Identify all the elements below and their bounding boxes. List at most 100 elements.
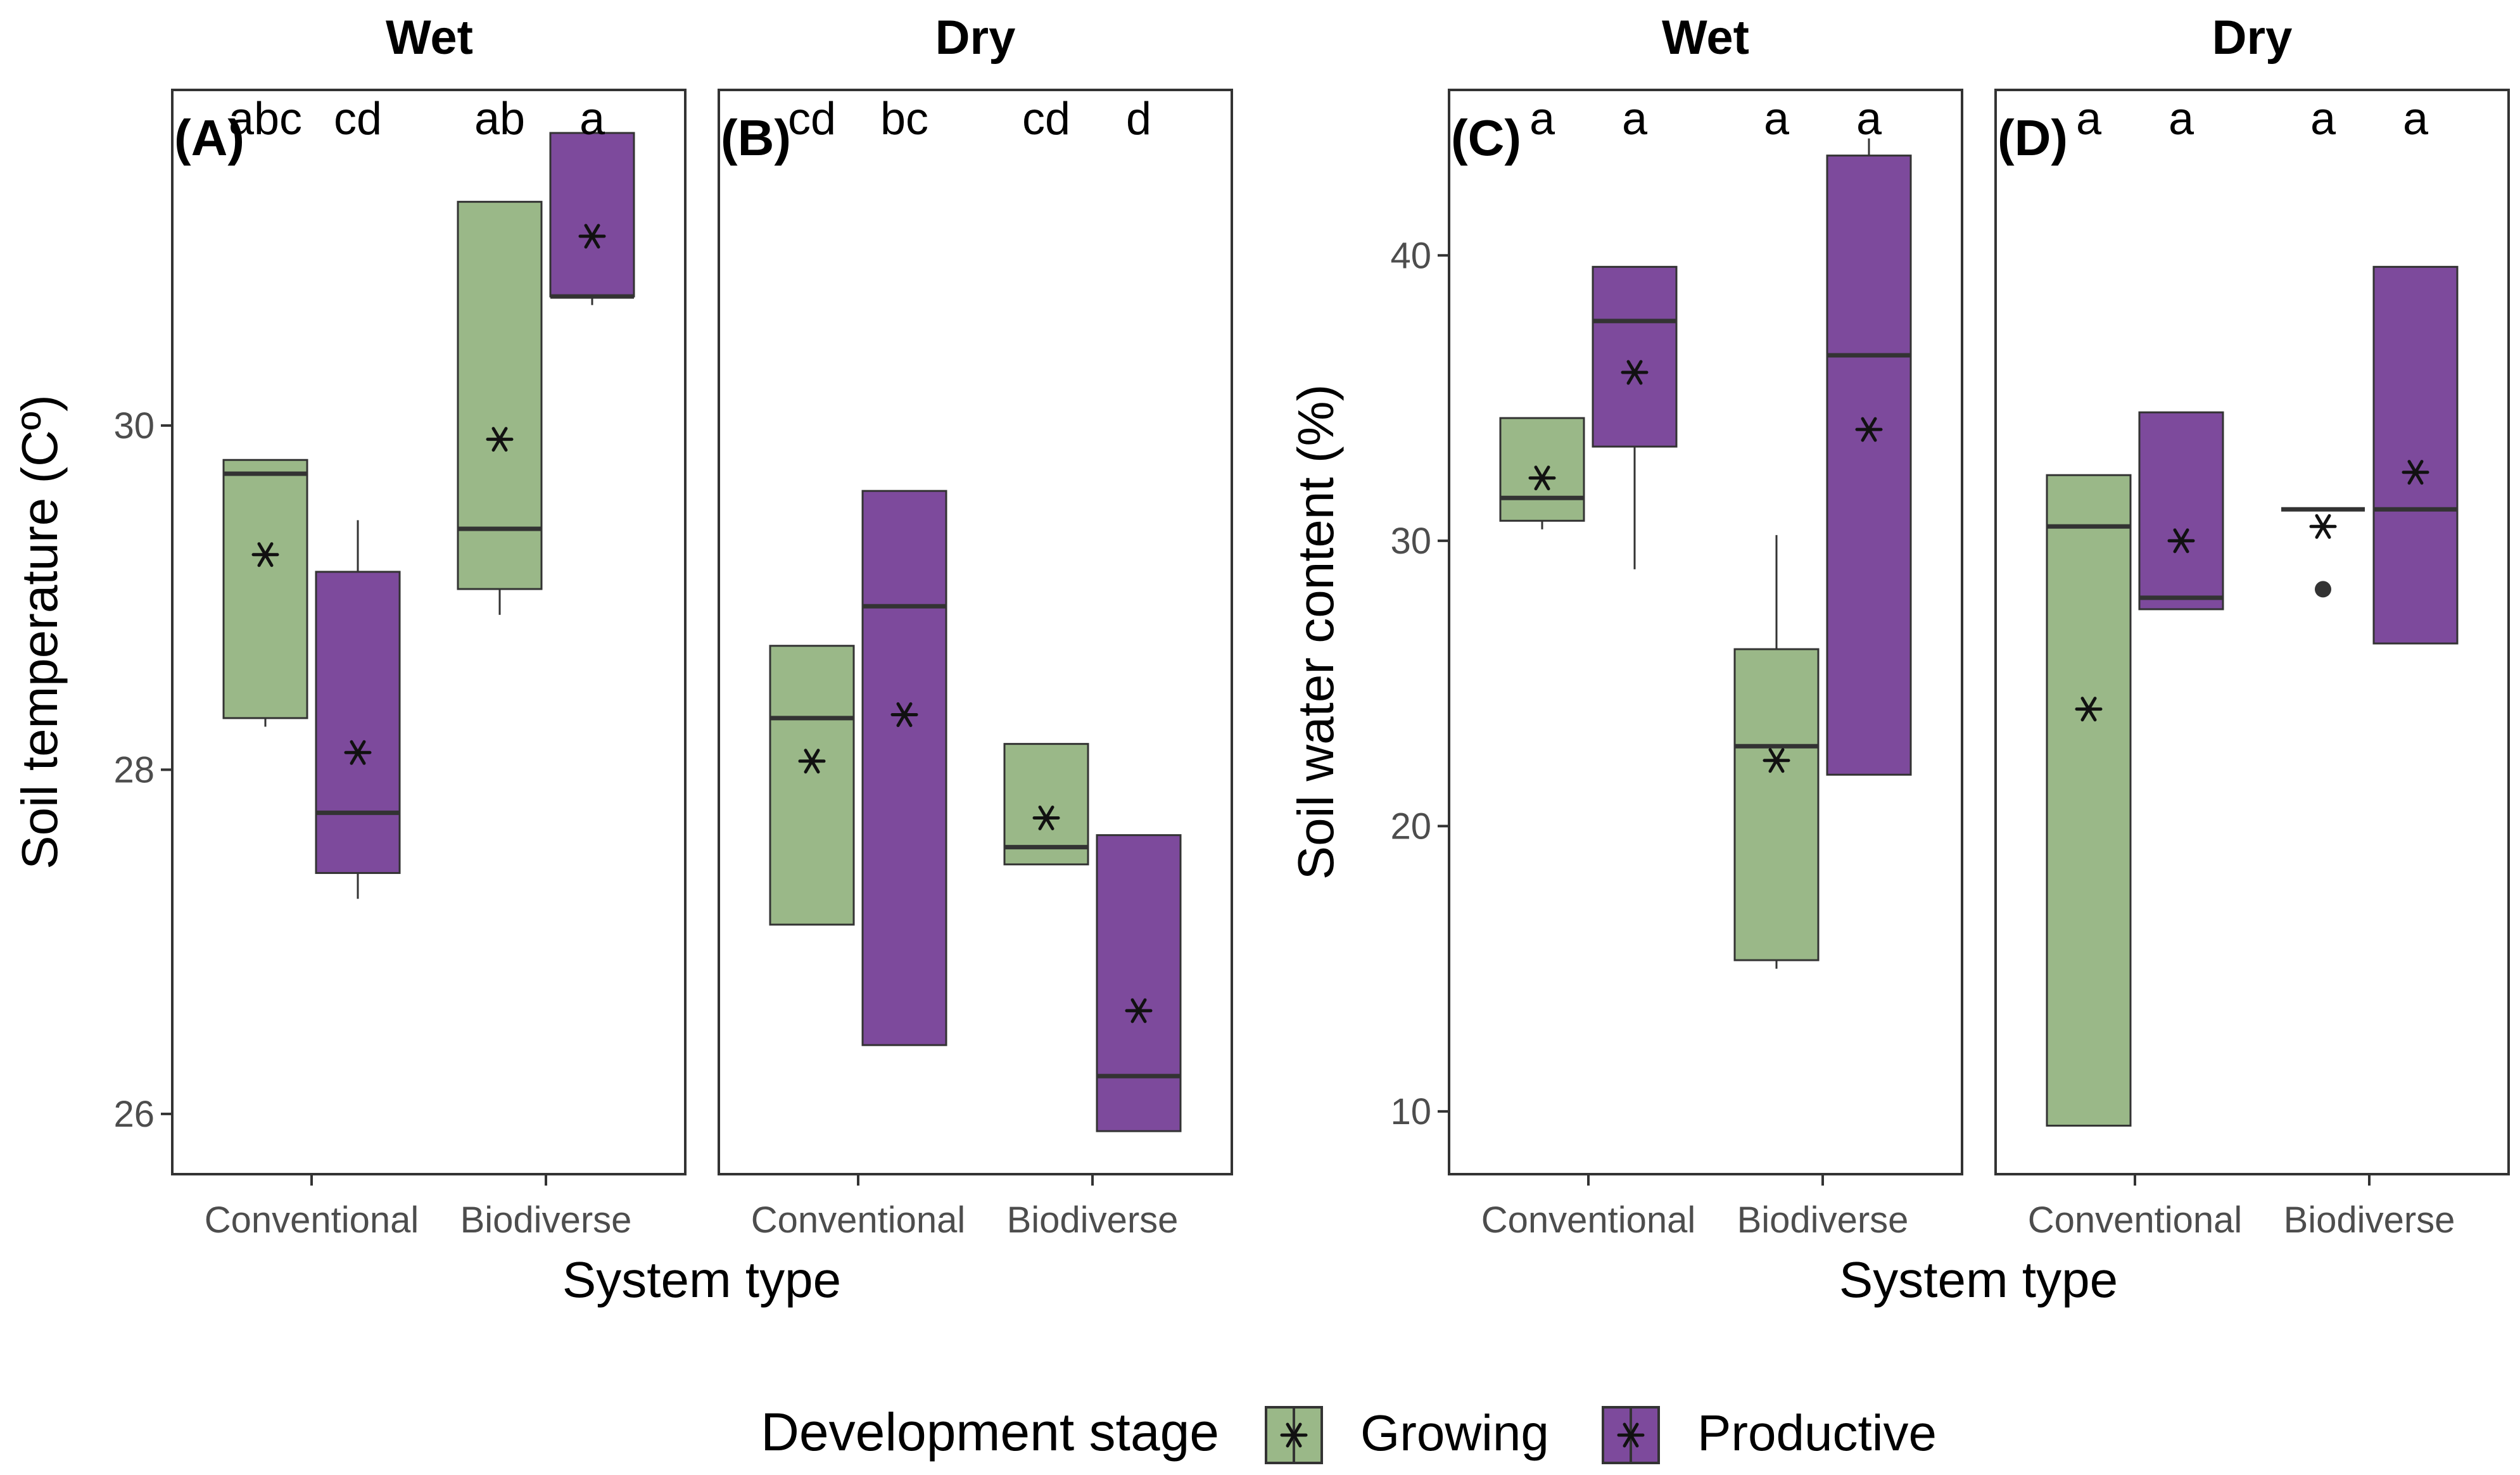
mean-marker: [798, 749, 826, 774]
legend: Development stage Growing Productive: [761, 1402, 1937, 1464]
significance-letter: bc: [880, 94, 928, 144]
box-conventional-growing: cd: [769, 94, 855, 926]
box-biodiverse-productive: a: [2372, 94, 2459, 645]
significance-letter: ab: [474, 94, 525, 144]
box-conventional-growing: a: [1499, 94, 1585, 529]
box-iqr: [222, 459, 308, 719]
mean-marker: [251, 542, 279, 567]
mean-marker: [486, 427, 514, 452]
significance-letter: a: [2169, 94, 2194, 144]
y-axis-ticks-c: 10 20 30 40: [1390, 235, 1449, 1132]
y-axis-ticks-a: 26 28 30: [113, 405, 172, 1135]
panel-a-temperature-wet: Wet (A) abc cd ab a 26 28 30 Conventional Bio…: [11, 11, 687, 1241]
panel-label-c: (C): [1451, 110, 1521, 166]
panel-d-water-dry: Dry (D) a a a a Conventional Biodiverse: [1994, 11, 2510, 1241]
mean-marker: [1032, 805, 1060, 830]
box-iqr: [2138, 411, 2224, 611]
box-iqr: [1003, 743, 1089, 866]
facet-title-wet: Wet: [386, 11, 473, 65]
significance-letter: a: [2076, 94, 2102, 144]
box-iqr: [1733, 648, 1820, 961]
legend-item-productive: Productive: [1602, 1405, 1937, 1464]
x-tick-label-conventional: Conventional: [1481, 1200, 1696, 1241]
mean-marker: [1855, 417, 1883, 442]
significance-letter: a: [2403, 94, 2429, 144]
x-axis-d: Conventional Biodiverse: [2028, 1174, 2455, 1241]
mean-marker: [344, 740, 372, 765]
significance-letter: a: [2310, 94, 2336, 144]
x-axis-title-right: System type: [1839, 1251, 2118, 1308]
box-iqr: [457, 201, 543, 590]
plot-area-d: [1994, 89, 2510, 1175]
significance-letter: a: [579, 94, 605, 144]
plot-area-b: [718, 89, 1233, 1175]
x-axis-b: Conventional Biodiverse: [751, 1174, 1178, 1241]
panel-label-a: (A): [174, 110, 244, 166]
asterisk-icon: [1280, 1422, 1308, 1448]
significance-letter: cd: [788, 94, 836, 144]
mean-marker: [1125, 998, 1153, 1023]
facet-title-dry: Dry: [935, 11, 1016, 65]
panel-b-temperature-dry: Dry (B) cd bc cd d Conventional Biodiverse: [718, 11, 1233, 1241]
mean-marker: [1621, 360, 1649, 385]
panel-label-b: (B): [721, 110, 791, 166]
plot-area-a: [171, 89, 687, 1175]
box-iqr: [861, 490, 947, 1046]
box-conventional-productive: cd: [315, 94, 401, 899]
y-tick-label: 20: [1390, 806, 1431, 847]
y-tick-label: 40: [1390, 235, 1431, 276]
panel-c-water-wet: Wet (C) a a a a 10 20 30 40 Conventional Biodi…: [1288, 11, 1963, 1241]
significance-letter: d: [1126, 94, 1151, 144]
x-tick-label-biodiverse: Biodiverse: [1737, 1200, 1909, 1241]
mean-marker: [2075, 697, 2103, 722]
facet-title-wet: Wet: [1662, 11, 1749, 65]
panel-label-d: (D): [1998, 110, 2068, 166]
mean-marker: [2402, 460, 2429, 485]
y-tick-label: 30: [1390, 521, 1431, 562]
box-biodiverse-growing: cd: [1003, 94, 1089, 866]
facet-title-dry: Dry: [2212, 11, 2293, 65]
y-tick-label: 30: [113, 405, 155, 446]
significance-letter: a: [1622, 94, 1648, 144]
significance-letter: a: [1529, 94, 1555, 144]
box-conventional-growing: abc: [222, 94, 308, 727]
y-tick-label: 10: [1390, 1091, 1431, 1132]
y-axis-title-temperature: Soil temperature (Cº): [11, 395, 68, 869]
box-iqr: [315, 571, 401, 874]
mean-marker: [2167, 528, 2195, 554]
box-iqr: [2046, 474, 2132, 1127]
mean-marker: [1528, 465, 1556, 491]
legend-item-growing: Growing: [1265, 1405, 1549, 1464]
significance-letter: a: [1856, 94, 1882, 144]
x-axis-c: Conventional Biodiverse: [1481, 1174, 1909, 1241]
box-conventional-growing: a: [2046, 94, 2132, 1127]
x-tick-label-conventional: Conventional: [2028, 1200, 2243, 1241]
box-iqr: [2372, 265, 2459, 645]
asterisk-icon: [1617, 1422, 1645, 1448]
x-tick-label-biodiverse: Biodiverse: [2284, 1200, 2455, 1241]
boxes-group-a: abc cd ab a: [222, 94, 635, 899]
y-axis-title-water: Soil water content (%): [1288, 384, 1344, 880]
box-biodiverse-productive: d: [1096, 94, 1182, 1132]
y-tick-label: 26: [113, 1094, 155, 1135]
significance-letter: cd: [334, 94, 382, 144]
box-biodiverse-growing: ab: [457, 94, 543, 615]
box-conventional-productive: bc: [861, 94, 947, 1046]
x-tick-label-biodiverse: Biodiverse: [460, 1200, 632, 1241]
significance-letter: abc: [229, 94, 302, 144]
x-tick-label-conventional: Conventional: [751, 1200, 966, 1241]
mean-marker: [890, 702, 918, 727]
box-conventional-productive: a: [1592, 94, 1678, 569]
box-biodiverse-productive: a: [549, 94, 635, 305]
box-iqr: [549, 132, 635, 298]
x-axis-a: Conventional Biodiverse: [205, 1174, 632, 1241]
x-tick-label-conventional: Conventional: [205, 1200, 419, 1241]
legend-label-growing: Growing: [1360, 1405, 1549, 1461]
mean-marker: [2309, 514, 2337, 539]
box-iqr: [1826, 155, 1912, 776]
box-biodiverse-productive: a: [1826, 94, 1912, 776]
box-iqr: [1096, 834, 1182, 1132]
